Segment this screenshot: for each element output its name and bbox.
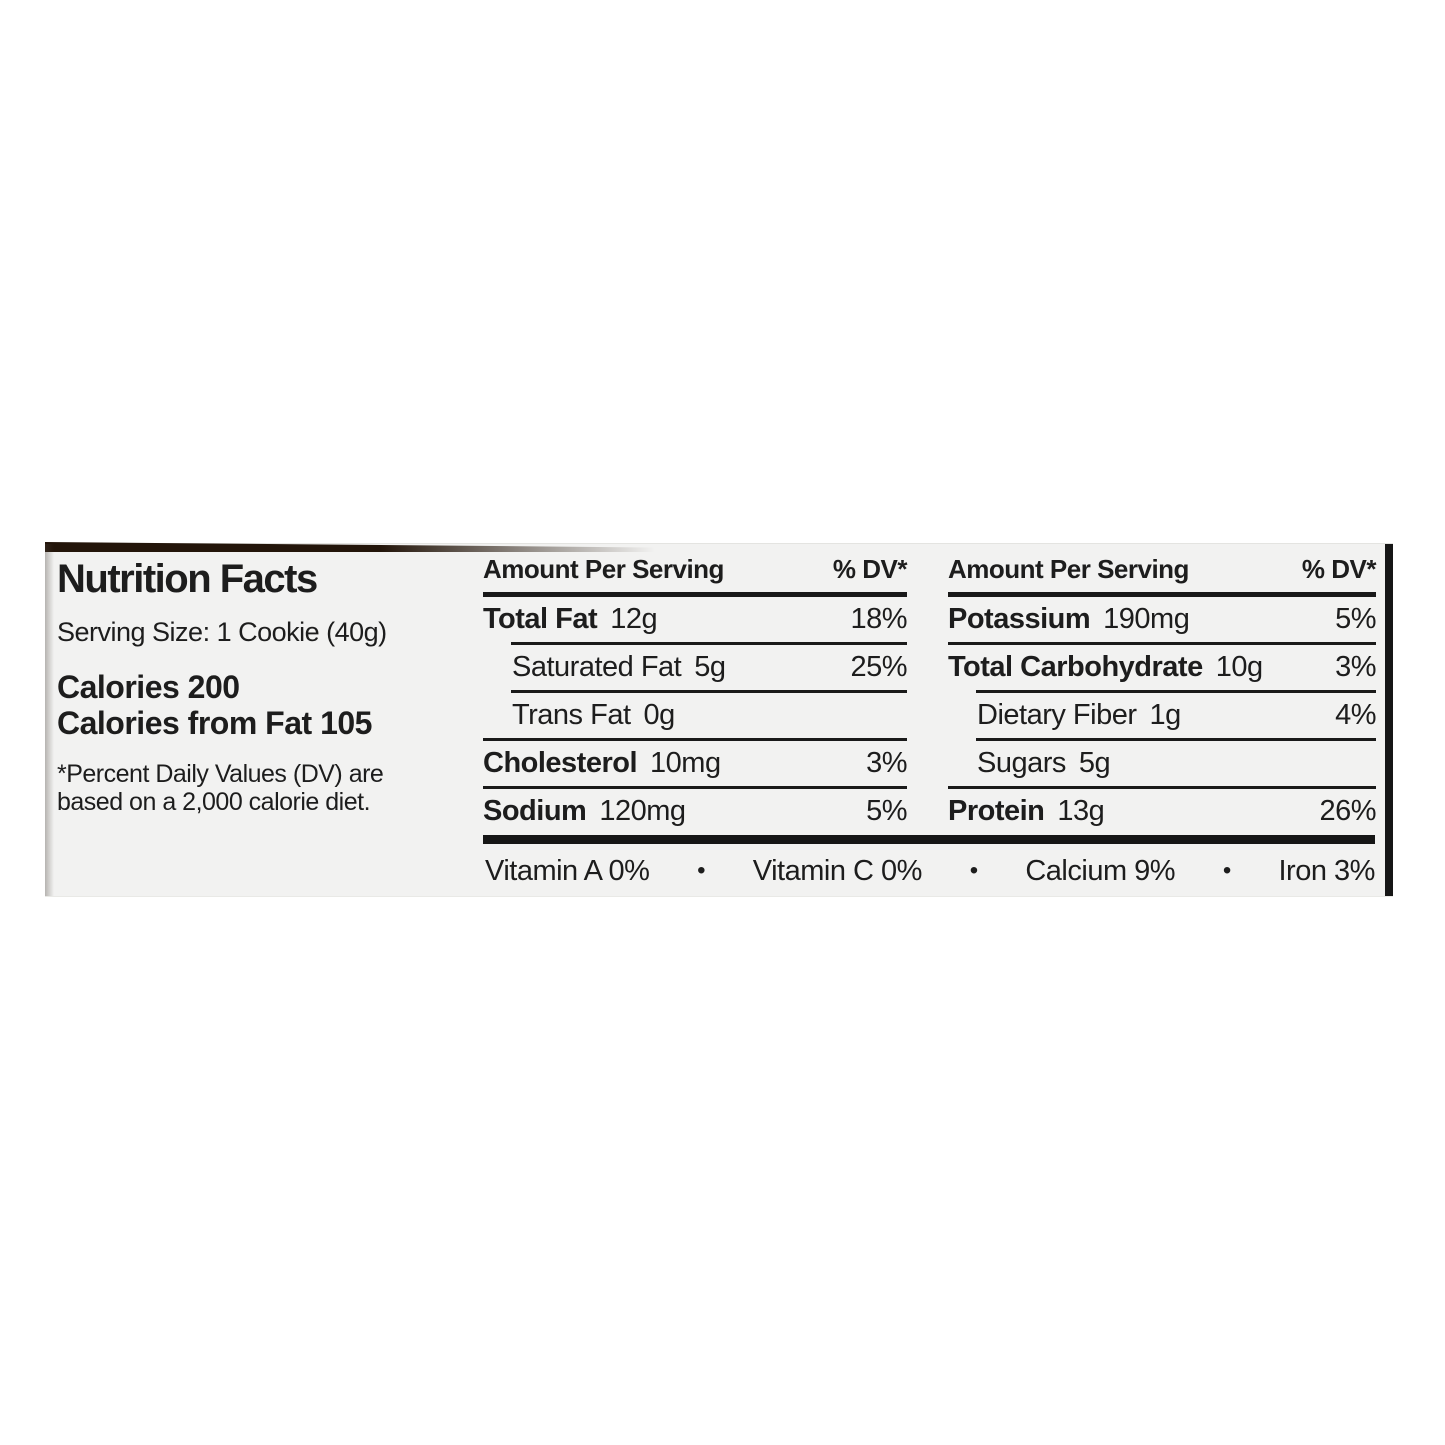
bullet-icon: • — [969, 857, 978, 884]
bullet-icon: • — [697, 857, 706, 884]
daily-values-footnote: *Percent Daily Values (DV) are based on … — [57, 760, 477, 816]
micronutrient-name: Iron — [1278, 854, 1327, 887]
percent-dv-heading: % DV* — [832, 554, 908, 584]
rule-divider — [483, 738, 907, 741]
nutrient-amount: 0g — [643, 699, 676, 731]
rule-divider — [948, 786, 1376, 789]
bullet-icon: • — [1222, 857, 1231, 884]
nutrient-amount: 1g — [1149, 699, 1182, 731]
micronutrient-value: 9% — [1134, 854, 1176, 887]
calories-from-fat-text: Calories from Fat 105 — [57, 705, 372, 741]
micronutrient-vitamin-c: Vitamin C 0% — [752, 854, 923, 888]
label-right-border — [1385, 544, 1393, 896]
nutrient-row-cholesterol: Cholesterol 10mg 3% — [483, 741, 907, 786]
micronutrients-row: Vitamin A 0% • Vitamin C 0% • Calcium 9%… — [485, 850, 1375, 892]
nutrient-row-potassium: Potassium 190mg 5% — [948, 597, 1376, 642]
micronutrient-calcium: Calcium 9% — [1025, 855, 1175, 888]
nutrient-name: Saturated Fat — [512, 651, 682, 683]
label-title: Nutrition Facts — [57, 557, 318, 601]
nutrient-row-protein: Protein 13g 26% — [948, 789, 1376, 834]
nutrient-row-total-fat: Total Fat 12g 18% — [483, 597, 907, 642]
rule-divider — [483, 786, 907, 789]
nutrient-dv: 18% — [850, 603, 907, 635]
nutrient-name: Cholesterol — [483, 747, 638, 779]
percent-dv-heading: % DV* — [1301, 554, 1377, 584]
nutrition-label: Nutrition Facts Serving Size: 1 Cookie (… — [45, 542, 1393, 897]
rule-divider — [948, 642, 1376, 645]
micronutrient-value: 0% — [608, 854, 650, 887]
nutrient-dv: 5% — [1335, 603, 1376, 635]
rule-divider — [976, 738, 1376, 741]
nutrient-name: Sugars — [977, 747, 1066, 779]
nutrient-row-trans-fat: Trans Fat 0g — [483, 693, 907, 738]
nutrient-row-sodium: Sodium 120mg 5% — [483, 789, 907, 834]
nutrient-amount: 190mg — [1103, 603, 1190, 635]
nutrient-amount: 5g — [1078, 747, 1111, 779]
label-left-shadow — [45, 544, 54, 896]
nutrient-row-sugars: Sugars 5g — [948, 741, 1376, 786]
nutrient-row-dietary-fiber: Dietary Fiber 1g 4% — [948, 693, 1376, 738]
column-header: Amount Per Serving % DV* — [483, 554, 908, 597]
footnote-line-2: based on a 2,000 calorie diet. — [57, 788, 371, 816]
package-top-edge — [45, 542, 655, 552]
nutrient-name: Sodium — [483, 795, 587, 827]
micronutrient-name: Vitamin A — [485, 854, 601, 887]
nutrient-column-left: Amount Per Serving % DV* Total Fat 12g 1… — [483, 554, 908, 834]
nutrient-name: Total Fat — [483, 603, 598, 635]
nutrient-amount: 13g — [1057, 795, 1105, 827]
nutrient-amount: 10mg — [650, 747, 721, 779]
micronutrient-name: Vitamin C — [752, 854, 874, 887]
nutrient-dv: 25% — [850, 651, 907, 683]
nutrient-dv: 3% — [1335, 651, 1376, 683]
amount-per-serving-heading: Amount Per Serving — [948, 554, 1189, 584]
micronutrient-vitamin-a: Vitamin A 0% — [485, 854, 650, 888]
separator-bar — [483, 835, 1375, 844]
nutrient-dv: 5% — [866, 795, 907, 827]
nutrient-name: Dietary Fiber — [977, 699, 1137, 731]
nutrient-name: Trans Fat — [512, 699, 631, 731]
calories-text: Calories 200 — [57, 669, 240, 705]
nutrient-column-right: Amount Per Serving % DV* Potassium 190mg… — [948, 554, 1377, 834]
nutrient-name: Potassium — [948, 603, 1091, 635]
serving-size-text: Serving Size: 1 Cookie (40g) — [57, 617, 387, 647]
micronutrient-value: 0% — [881, 854, 922, 887]
column-header: Amount Per Serving % DV* — [948, 554, 1377, 597]
nutrient-row-saturated-fat: Saturated Fat 5g 25% — [483, 645, 907, 690]
nutrient-row-total-carbohydrate: Total Carbohydrate 10g 3% — [948, 645, 1376, 690]
nutrient-dv: 26% — [1319, 795, 1376, 827]
nutrient-dv: 4% — [1335, 699, 1376, 731]
nutrient-amount: 5g — [694, 651, 726, 683]
nutrient-name: Protein — [948, 795, 1045, 827]
nutrient-amount: 120mg — [599, 795, 686, 827]
amount-per-serving-heading: Amount Per Serving — [483, 554, 724, 584]
micronutrient-name: Calcium — [1025, 854, 1127, 887]
micronutrient-iron: Iron 3% — [1278, 854, 1376, 888]
rule-divider — [976, 690, 1376, 693]
label-summary-column: Nutrition Facts Serving Size: 1 Cookie (… — [57, 556, 477, 816]
micronutrient-value: 3% — [1334, 854, 1375, 887]
rule-divider — [511, 690, 907, 693]
nutrient-dv: 3% — [866, 747, 907, 779]
nutrient-name: Total Carbohydrate — [948, 651, 1203, 683]
rule-divider — [511, 642, 907, 645]
footnote-line-1: *Percent Daily Values (DV) are — [57, 760, 384, 788]
nutrient-amount: 10g — [1215, 651, 1263, 683]
nutrient-amount: 12g — [610, 603, 658, 635]
